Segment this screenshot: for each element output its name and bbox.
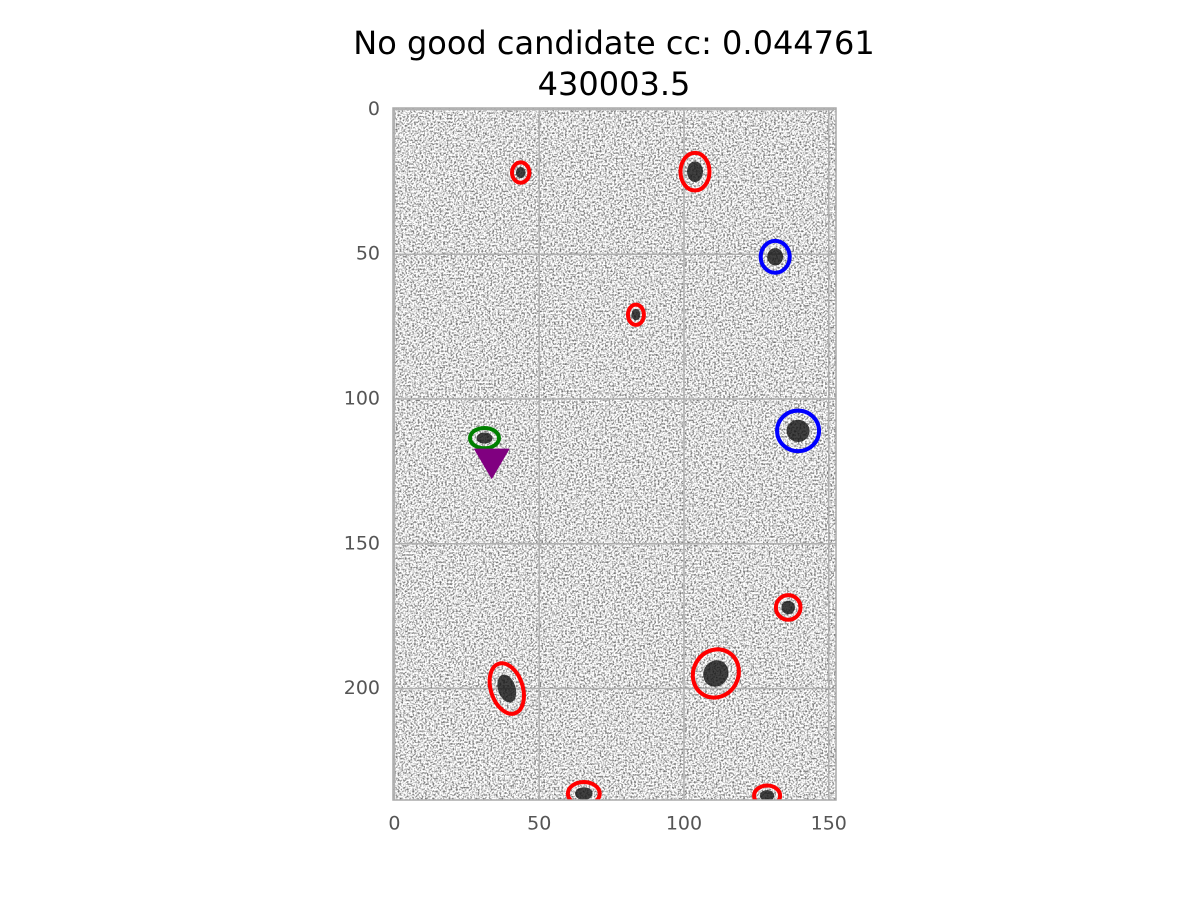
triangle-marker — [473, 448, 510, 480]
aperture-ellipse — [773, 593, 803, 622]
source-blob — [781, 600, 795, 615]
chart-title: No good candidate cc: 0.044761 — [353, 24, 874, 62]
y-tick-label: 200 — [344, 677, 380, 699]
aperture-ellipse — [468, 425, 501, 451]
source-blob — [786, 419, 810, 442]
axes-frame — [392, 107, 837, 801]
x-tick-label: 50 — [527, 813, 551, 835]
y-tick-label: 100 — [344, 387, 380, 409]
x-tick-label: 150 — [811, 813, 847, 835]
source-blob — [703, 660, 729, 687]
y-tick-label: 0 — [368, 98, 380, 120]
source-blob — [687, 161, 703, 183]
image-area — [393, 108, 836, 800]
aperture-ellipse — [625, 302, 646, 327]
aperture-ellipse — [775, 408, 822, 454]
aperture-ellipse — [510, 160, 532, 185]
aperture-ellipse — [758, 238, 792, 275]
aperture-ellipse — [752, 783, 783, 800]
chart-subtitle: 430003.5 — [538, 65, 691, 103]
source-blob — [767, 248, 784, 266]
x-tick-label: 0 — [388, 813, 400, 835]
source-blob — [515, 166, 526, 179]
source-blob — [631, 309, 641, 321]
source-blob — [497, 674, 517, 703]
aperture-ellipse — [690, 647, 741, 700]
source-blob — [476, 432, 493, 444]
aperture-ellipse — [565, 780, 602, 800]
aperture-ellipse — [487, 661, 526, 716]
image-noise — [393, 108, 836, 800]
source-blob — [759, 790, 775, 800]
y-tick-label: 50 — [356, 243, 380, 265]
source-blob — [575, 787, 593, 800]
aperture-ellipse — [678, 150, 712, 193]
x-tick-label: 100 — [666, 813, 702, 835]
y-tick-label: 150 — [344, 532, 380, 554]
